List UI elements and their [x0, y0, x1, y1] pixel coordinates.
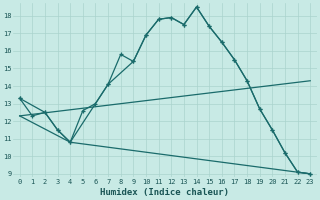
X-axis label: Humidex (Indice chaleur): Humidex (Indice chaleur) [100, 188, 229, 197]
